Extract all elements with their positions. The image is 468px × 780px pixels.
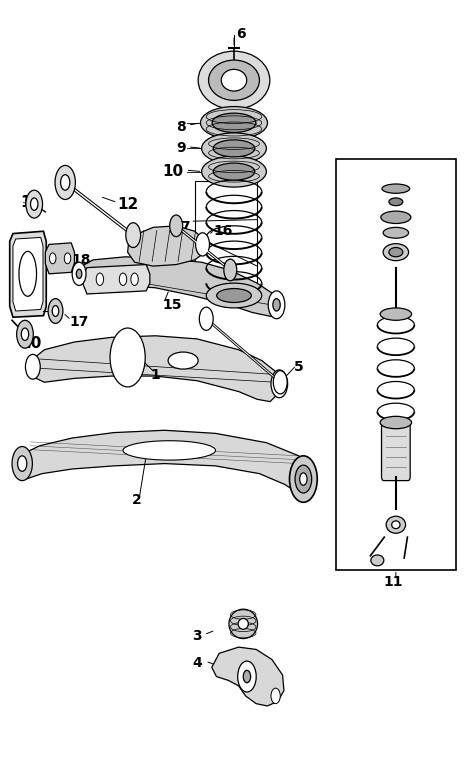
Text: 2: 2 [132, 493, 142, 507]
Ellipse shape [389, 198, 403, 206]
Circle shape [52, 306, 58, 317]
Circle shape [110, 328, 145, 387]
Ellipse shape [371, 555, 384, 565]
Text: 11: 11 [384, 575, 403, 589]
Ellipse shape [123, 441, 215, 460]
Ellipse shape [221, 69, 247, 91]
FancyBboxPatch shape [381, 423, 410, 480]
Text: 16: 16 [213, 224, 233, 238]
Text: 13: 13 [160, 225, 179, 239]
Circle shape [72, 262, 86, 285]
Circle shape [30, 198, 38, 211]
Circle shape [268, 291, 285, 319]
Text: 9: 9 [176, 141, 185, 155]
Circle shape [48, 299, 63, 324]
Text: 17: 17 [70, 315, 89, 329]
Circle shape [18, 456, 27, 471]
Ellipse shape [383, 227, 409, 238]
Circle shape [295, 465, 312, 493]
Polygon shape [128, 226, 206, 266]
Ellipse shape [202, 133, 266, 164]
Circle shape [243, 670, 251, 682]
Circle shape [96, 273, 103, 285]
Text: 4: 4 [192, 656, 202, 669]
Polygon shape [13, 237, 43, 311]
Circle shape [238, 661, 256, 692]
Ellipse shape [212, 113, 256, 133]
Circle shape [119, 273, 127, 285]
Ellipse shape [19, 251, 37, 296]
Circle shape [224, 259, 237, 281]
Ellipse shape [229, 609, 257, 639]
Circle shape [170, 215, 183, 236]
Ellipse shape [168, 352, 198, 369]
Circle shape [196, 232, 210, 256]
Ellipse shape [380, 308, 411, 321]
Circle shape [131, 273, 138, 285]
Polygon shape [78, 257, 280, 317]
Circle shape [300, 473, 307, 485]
Ellipse shape [217, 289, 251, 303]
Text: 20: 20 [20, 336, 42, 351]
Circle shape [271, 688, 280, 704]
Circle shape [26, 190, 43, 218]
Ellipse shape [202, 156, 266, 187]
Circle shape [273, 299, 280, 311]
Circle shape [21, 328, 29, 340]
Text: 8: 8 [176, 119, 185, 133]
Text: 15: 15 [162, 298, 182, 312]
Text: 3: 3 [192, 629, 202, 644]
Circle shape [271, 370, 288, 398]
Circle shape [273, 370, 287, 394]
Ellipse shape [238, 619, 249, 629]
Bar [195, 181, 257, 296]
Circle shape [12, 446, 32, 480]
Circle shape [276, 378, 283, 390]
Ellipse shape [381, 211, 411, 224]
Ellipse shape [213, 140, 255, 157]
Text: 7: 7 [181, 221, 190, 234]
Ellipse shape [392, 521, 400, 529]
Ellipse shape [382, 184, 410, 193]
Ellipse shape [386, 516, 406, 534]
Text: 10: 10 [162, 164, 183, 179]
Polygon shape [19, 431, 312, 492]
Polygon shape [28, 335, 280, 402]
Ellipse shape [213, 163, 255, 180]
Circle shape [17, 321, 33, 348]
Ellipse shape [383, 243, 409, 261]
Circle shape [64, 253, 71, 264]
Text: 19: 19 [20, 195, 42, 210]
Ellipse shape [200, 107, 268, 139]
Text: 6: 6 [236, 27, 246, 41]
Polygon shape [45, 243, 74, 274]
Polygon shape [212, 647, 284, 706]
Ellipse shape [206, 283, 262, 308]
Ellipse shape [209, 60, 259, 101]
Ellipse shape [380, 417, 411, 429]
Text: 14: 14 [128, 268, 147, 282]
Text: 1: 1 [151, 367, 160, 381]
Bar [336, 159, 456, 569]
Text: 5: 5 [294, 360, 304, 374]
Ellipse shape [389, 247, 403, 257]
Circle shape [50, 253, 56, 264]
Circle shape [55, 165, 75, 200]
Circle shape [60, 175, 70, 190]
Polygon shape [83, 264, 150, 294]
Text: 10: 10 [232, 289, 253, 304]
Text: 18: 18 [71, 253, 91, 267]
Polygon shape [10, 231, 46, 317]
Text: 12: 12 [117, 197, 139, 211]
Ellipse shape [198, 51, 270, 109]
Circle shape [76, 269, 82, 278]
Circle shape [290, 456, 317, 502]
Circle shape [25, 354, 40, 379]
Circle shape [126, 223, 140, 247]
Circle shape [199, 307, 213, 331]
